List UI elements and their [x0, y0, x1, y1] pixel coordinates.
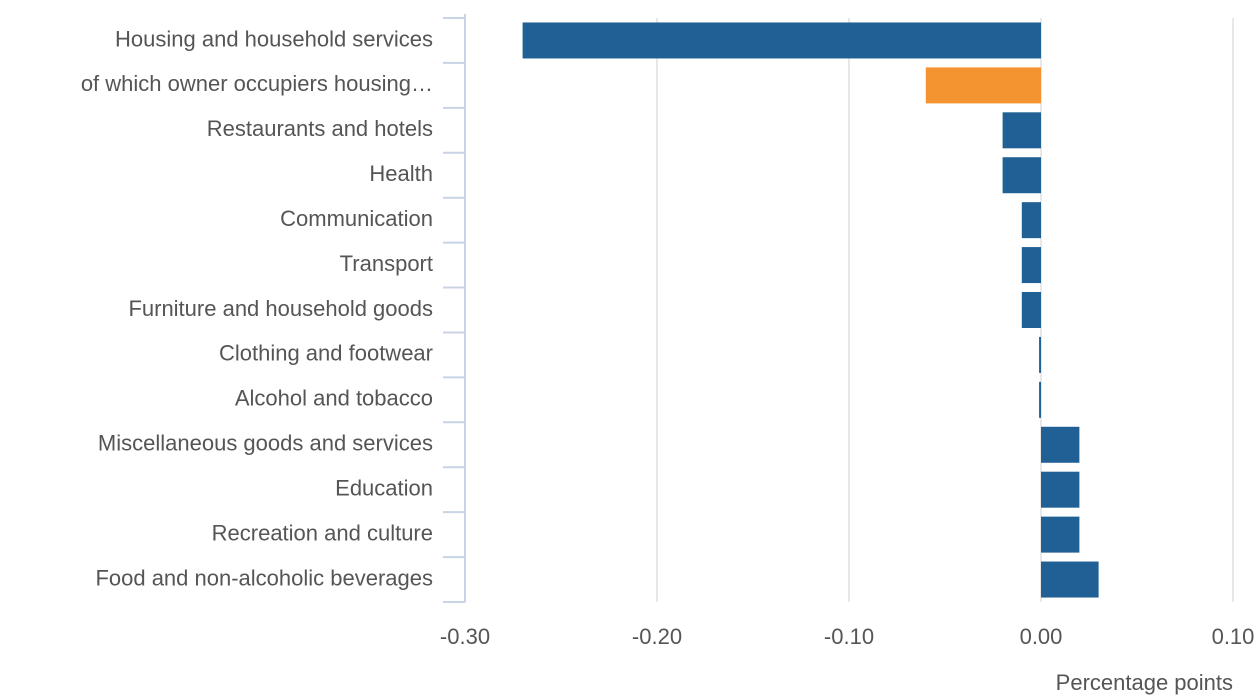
y-tick-label: Education: [335, 476, 433, 501]
bar: [1041, 561, 1099, 598]
bar: [1002, 112, 1041, 149]
bar: [522, 22, 1041, 59]
y-tick-label: Clothing and footwear: [219, 341, 433, 366]
y-tick-label: Housing and household services: [115, 26, 433, 51]
x-axis-title: Percentage points: [1056, 670, 1233, 695]
x-tick-label: -0.10: [824, 624, 874, 649]
bar: [1041, 426, 1080, 463]
bar: [925, 67, 1041, 104]
bar: [1021, 247, 1041, 284]
x-tick-label: -0.30: [440, 624, 490, 649]
y-tick-label: Restaurants and hotels: [207, 116, 433, 141]
y-tick-label: Transport: [340, 251, 433, 276]
y-tick-label: Food and non-alcoholic beverages: [95, 565, 433, 590]
y-tick-label: Furniture and household goods: [128, 296, 433, 321]
bar: [1021, 292, 1041, 328]
y-tick-label: Health: [369, 161, 433, 186]
bar: [1002, 157, 1041, 194]
bar: [1039, 381, 1041, 418]
bar: [1041, 516, 1080, 553]
bar: [1041, 471, 1080, 508]
y-tick-label: of which owner occupiers housing…: [81, 71, 433, 96]
x-tick-label: 0.00: [1020, 624, 1063, 649]
bar: [1039, 336, 1041, 373]
y-tick-label: Miscellaneous goods and services: [98, 431, 433, 456]
bar: [1021, 202, 1041, 239]
y-tick-label: Communication: [280, 206, 433, 231]
x-tick-label: 0.10: [1212, 624, 1255, 649]
y-tick-label: Alcohol and tobacco: [235, 386, 433, 411]
x-tick-label: -0.20: [632, 624, 682, 649]
y-tick-label: Recreation and culture: [212, 520, 433, 545]
